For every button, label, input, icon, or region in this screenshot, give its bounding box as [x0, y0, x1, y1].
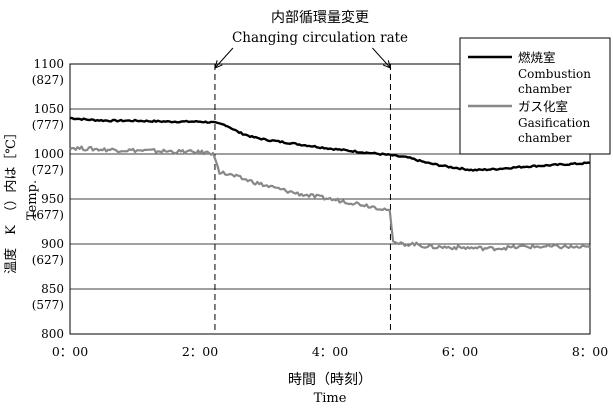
annotation-arrow: [372, 47, 391, 69]
legend-label-combustion-en-2: chamber: [518, 82, 572, 96]
y-tick-label: 1100: [33, 57, 64, 71]
y-tick-label-celsius: (777): [32, 118, 64, 132]
legend-label-combustion-en-1: Combustion: [518, 67, 591, 81]
x-tick-labels: 0：00 2：00 4：00 6：00 8：00: [52, 344, 608, 359]
legend: 燃焼室 Combustion chamber ガス化室 Gasification…: [459, 37, 611, 155]
x-tick-label: 6：00: [442, 344, 478, 359]
y-tick-label: 850: [41, 282, 64, 296]
y-tick-label-celsius: (627): [32, 253, 64, 267]
y-tick-label: 950: [41, 192, 64, 206]
series-line-gasification: [69, 145, 591, 252]
legend-label-gasification-en-1: Gasification: [518, 116, 591, 130]
y-tick-label-celsius: (727): [32, 163, 64, 177]
y-axis-label-en: Temp.: [25, 180, 40, 220]
y-tick-label: 800: [41, 327, 64, 341]
legend-label-gasification-ja: ガス化室: [518, 99, 568, 114]
legend-label-combustion-ja: 燃焼室: [518, 50, 556, 65]
series-group: [69, 116, 591, 252]
annotation-title-ja: 内部循環量変更: [271, 9, 369, 26]
x-tick-label: 4：00: [312, 344, 348, 359]
y-tick-labels: 1100 (827) 1050 (777) 1000 (727) 950 (677) 900 (6…: [32, 57, 64, 341]
annotation-lines: [214, 64, 391, 334]
y-tick-label-celsius: (677): [32, 208, 64, 222]
y-axis-label-ja: 温度 K （）内は［℃］: [3, 126, 19, 274]
annotation-title-en: Changing circulation rate: [232, 30, 408, 46]
x-axis-label-ja: 時間（時刻）: [288, 372, 372, 388]
y-tick-label-celsius: (827): [32, 73, 64, 87]
y-tick-label: 900: [41, 237, 64, 251]
annotation-arrows: [214, 47, 392, 69]
annotation-arrow: [214, 47, 234, 69]
y-tick-label-celsius: (577): [32, 298, 64, 312]
series-line-combustion: [69, 116, 591, 172]
x-tick-label: 2：00: [182, 344, 218, 359]
y-tick-label: 1050: [33, 102, 64, 116]
x-axis-label-en: Time: [314, 391, 347, 406]
y-tick-label: 1000: [33, 147, 64, 161]
x-tick-label: 8：00: [572, 344, 608, 359]
legend-box: [459, 37, 611, 155]
legend-label-gasification-en-2: chamber: [518, 131, 572, 145]
x-tick-label: 0：00: [52, 344, 88, 359]
